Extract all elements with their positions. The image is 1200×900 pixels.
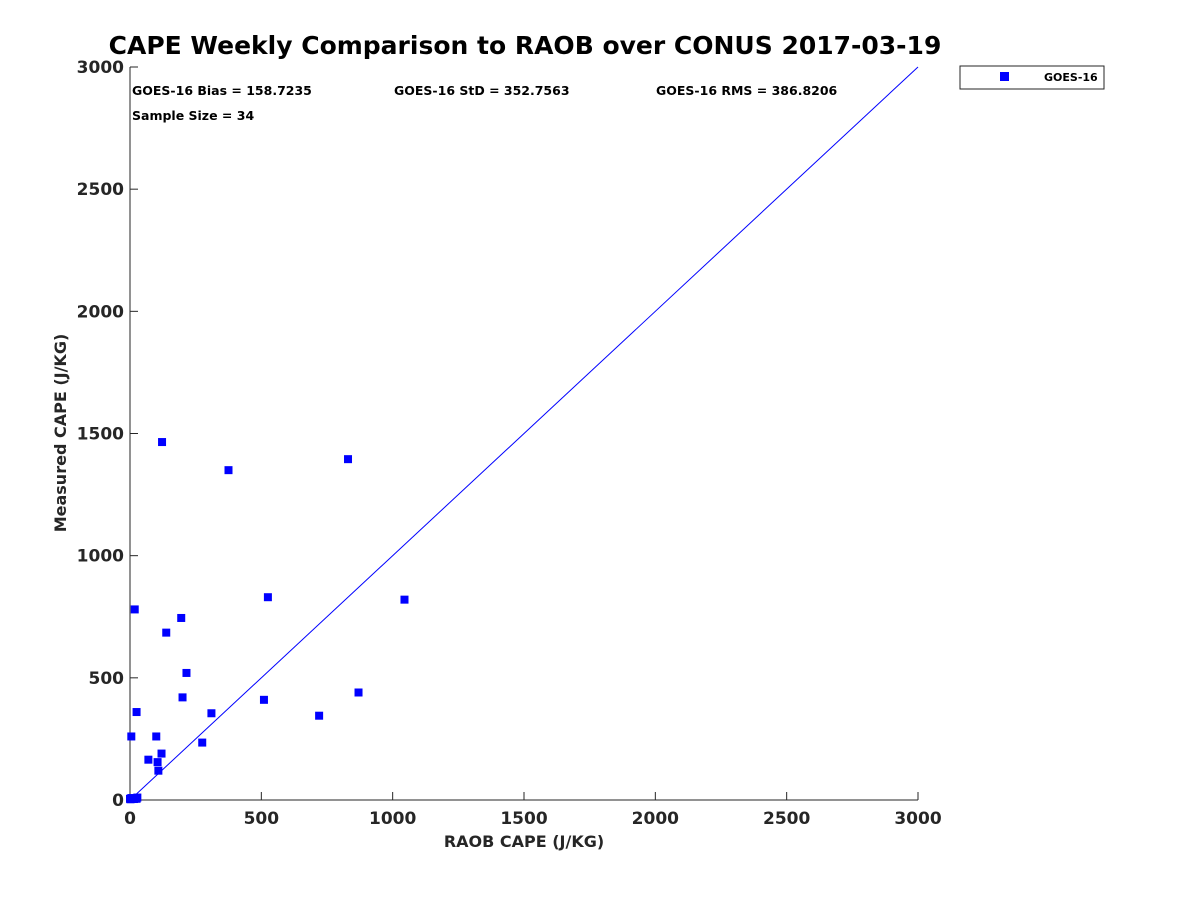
legend-label: GOES-16	[1044, 71, 1098, 84]
data-point	[127, 732, 136, 741]
data-point	[130, 605, 139, 614]
data-point	[263, 593, 272, 602]
y-tick-label: 500	[89, 669, 125, 689]
x-ticks: 0 500 1000 1500 2000 2500 3000	[124, 792, 942, 829]
data-point	[157, 749, 166, 758]
x-tick-label: 2000	[632, 809, 679, 829]
data-point	[344, 455, 353, 464]
x-tick-label: 500	[244, 809, 280, 829]
x-tick-label: 1000	[369, 809, 416, 829]
data-point	[177, 613, 186, 622]
data-point	[182, 668, 191, 677]
data-point	[152, 732, 161, 741]
y-tick-label: 2000	[77, 302, 124, 322]
y-tick-label: 1000	[77, 547, 124, 567]
sample-size-annotation: Sample Size = 34	[132, 108, 254, 123]
data-point	[133, 793, 142, 802]
y-ticks: 0 500 1000 1500 2000 2500 3000	[77, 58, 138, 811]
bias-annotation: GOES-16 Bias = 158.7235	[132, 83, 312, 98]
data-point	[162, 628, 171, 637]
y-tick-label: 0	[112, 791, 124, 811]
data-point	[259, 695, 268, 704]
data-point	[354, 688, 363, 697]
data-point	[153, 758, 162, 767]
chart-title: CAPE Weekly Comparison to RAOB over CONU…	[109, 31, 942, 60]
rms-annotation: GOES-16 RMS = 386.8206	[656, 83, 838, 98]
y-tick-label: 1500	[77, 425, 124, 445]
data-point	[154, 766, 163, 775]
x-axis-label: RAOB CAPE (J/KG)	[444, 832, 604, 851]
data-point	[207, 709, 216, 718]
data-point	[178, 693, 187, 702]
legend: GOES-16	[959, 65, 1105, 90]
x-tick-label: 3000	[894, 809, 941, 829]
data-point	[400, 595, 409, 604]
one-to-one-reference-line	[129, 66, 919, 801]
x-tick-label: 0	[124, 809, 136, 829]
data-point	[132, 708, 141, 717]
data-point	[158, 438, 167, 447]
data-point	[198, 738, 207, 747]
y-tick-label: 3000	[77, 58, 124, 78]
data-point	[315, 711, 324, 720]
legend-marker	[1000, 72, 1009, 81]
std-annotation: GOES-16 StD = 352.7563	[394, 83, 570, 98]
x-tick-label: 1500	[500, 809, 547, 829]
y-tick-label: 2500	[77, 180, 124, 200]
data-point	[224, 466, 233, 475]
x-tick-label: 2500	[763, 809, 810, 829]
data-points	[126, 438, 409, 804]
y-axis-label: Measured CAPE (J/KG)	[51, 334, 70, 533]
data-point	[144, 755, 153, 764]
legend-box	[959, 65, 1105, 90]
